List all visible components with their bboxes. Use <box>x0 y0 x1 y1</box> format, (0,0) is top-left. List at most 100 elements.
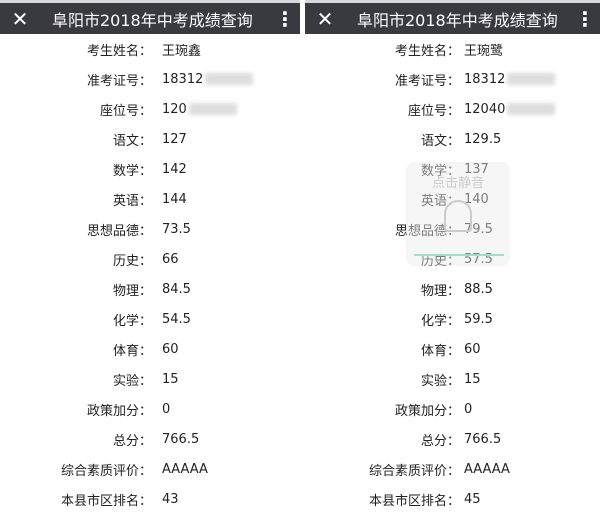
row-value-text: 766.5 <box>464 431 502 447</box>
more-vertical-icon[interactable]: ⋮ <box>275 6 295 31</box>
score-row: 考生姓名： 王琬鑫 <box>0 34 300 64</box>
row-value: 84.5 <box>162 282 191 297</box>
row-value: 60 <box>464 342 481 357</box>
score-row: 准考证号： 18312 <box>0 64 300 94</box>
row-value-text: 766.5 <box>162 431 200 447</box>
score-row: 考生姓名： 王琬鹭 <box>305 34 600 64</box>
row-value: 王琬鹭 <box>464 40 503 59</box>
row-value-text: 84.5 <box>162 281 191 297</box>
row-value-text: 18312 <box>162 71 204 87</box>
row-label: 实验： <box>112 373 152 389</box>
row-value: 18312 <box>464 72 556 87</box>
row-value: 王琬鑫 <box>162 40 201 59</box>
row-label: 准考证号： <box>394 73 460 89</box>
row-label: 语文： <box>420 133 460 149</box>
mute-overlay[interactable]: 点击静音 <box>406 162 510 266</box>
row-label: 座位号： <box>407 103 460 119</box>
score-row: 化学： 59.5 <box>305 304 600 334</box>
score-row: 综合素质评价： AAAAA <box>305 454 600 484</box>
progress-line <box>414 254 504 256</box>
score-row: 本县市区排名： 45 <box>305 484 600 514</box>
score-row: 历史： 66 <box>0 244 300 274</box>
row-value-text: 60 <box>464 341 481 357</box>
row-label: 物理： <box>420 283 460 299</box>
row-value: 766.5 <box>162 432 199 447</box>
row-value-text: 54.5 <box>162 311 191 327</box>
score-row: 实验： 15 <box>305 364 600 394</box>
row-value: 144 <box>162 192 187 207</box>
row-value: 142 <box>162 162 187 177</box>
row-value: 140 <box>464 192 489 207</box>
row-value: 766.5 <box>464 432 501 447</box>
more-vertical-icon[interactable]: ⋮ <box>575 6 595 31</box>
row-label: 综合素质评价： <box>60 463 152 479</box>
row-value: 88.5 <box>464 282 493 297</box>
result-panel-right: ✕ 阜阳市2018年中考成绩查询 ⋮ 考生姓名： 王琬鹭 准考证号： 18312 座位号… <box>305 0 600 509</box>
row-label: 座位号： <box>99 103 152 119</box>
row-label: 物理： <box>112 283 152 299</box>
row-value: 137 <box>464 162 489 177</box>
row-label: 考生姓名： <box>394 43 460 59</box>
score-row: 政策加分： 0 <box>305 394 600 424</box>
row-label: 历史： <box>112 253 152 269</box>
row-label: 语文： <box>112 133 152 149</box>
row-value-text: 129.5 <box>464 131 502 147</box>
row-value-text: AAAAA <box>162 461 208 477</box>
row-label: 政策加分： <box>86 403 152 419</box>
row-value: 127 <box>162 132 187 147</box>
row-value: 18312 <box>162 71 254 87</box>
row-value-text: 59.5 <box>464 311 493 327</box>
score-row: 语文： 129.5 <box>305 124 600 154</box>
page-title: 阜阳市2018年中考成绩查询 <box>357 10 558 30</box>
row-label: 本县市区排名： <box>368 493 460 509</box>
close-icon[interactable]: ✕ <box>316 6 334 31</box>
score-row: 物理： 88.5 <box>305 274 600 304</box>
row-value: AAAAA <box>162 462 208 477</box>
row-value: 45 <box>464 492 481 507</box>
row-value-text: 15 <box>162 371 179 387</box>
row-value-text: 王琬鹭 <box>464 43 504 59</box>
score-row: 思想品德： 73.5 <box>0 214 300 244</box>
row-value-text: 66 <box>162 251 179 267</box>
title-bar: ✕ 阜阳市2018年中考成绩查询 ⋮ <box>305 0 600 34</box>
bell-icon <box>444 200 472 232</box>
score-row: 物理： 84.5 <box>0 274 300 304</box>
row-value-text: 137 <box>464 161 489 177</box>
score-row: 总分： 766.5 <box>305 424 600 454</box>
row-value-text: 60 <box>162 341 179 357</box>
result-panel-left: ✕ 阜阳市2018年中考成绩查询 ⋮ 考生姓名： 王琬鑫 准考证号： 18312 座位号… <box>0 0 300 509</box>
row-value: 15 <box>464 372 481 387</box>
score-row: 数学： 137 <box>305 154 600 184</box>
row-label: 总分： <box>112 433 152 449</box>
row-label: 体育： <box>112 343 152 359</box>
row-value: 0 <box>162 402 170 417</box>
row-value-text: 144 <box>162 191 187 207</box>
row-label: 数学： <box>112 163 152 179</box>
row-value: 129.5 <box>464 132 501 147</box>
row-value-text: 45 <box>464 491 481 507</box>
row-label: 政策加分： <box>394 403 460 419</box>
row-label: 考生姓名： <box>86 43 152 59</box>
score-row: 总分： 766.5 <box>0 424 300 454</box>
close-icon[interactable]: ✕ <box>11 6 29 31</box>
mute-overlay-text: 点击静音 <box>431 176 484 191</box>
row-value-text: 王琬鑫 <box>162 43 202 59</box>
row-label: 实验： <box>420 373 460 389</box>
row-value: 0 <box>464 402 472 417</box>
row-value: 12040 <box>464 102 556 117</box>
row-value: 15 <box>162 372 179 387</box>
score-row: 英语： 144 <box>0 184 300 214</box>
score-row: 本县市区排名： 43 <box>0 484 300 514</box>
row-value: 66 <box>162 252 179 267</box>
row-value: 73.5 <box>162 222 191 237</box>
row-value-text: 127 <box>162 131 187 147</box>
row-value-text: 73.5 <box>162 221 191 237</box>
row-value-text: 15 <box>464 371 481 387</box>
blurred-redaction <box>507 103 556 115</box>
row-value-text: 0 <box>162 401 171 417</box>
row-value: 43 <box>162 492 179 507</box>
blurred-redaction <box>205 73 254 85</box>
row-label: 体育： <box>420 343 460 359</box>
row-value-text: 0 <box>464 401 473 417</box>
score-row: 综合素质评价： AAAAA <box>0 454 300 484</box>
